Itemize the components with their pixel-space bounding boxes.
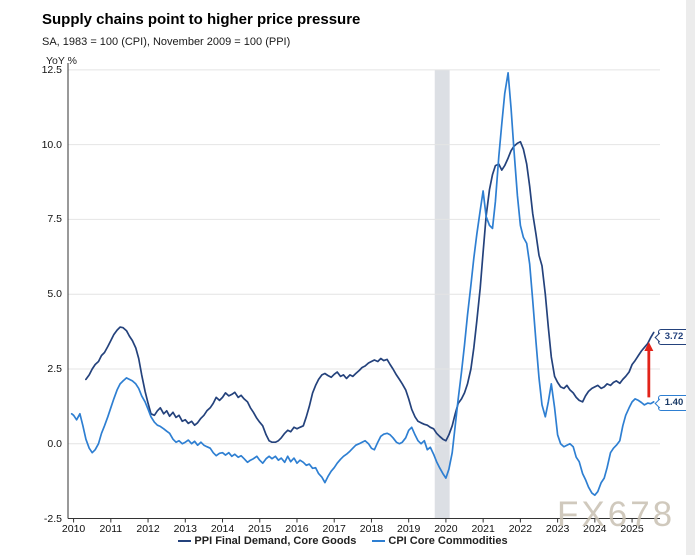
- x-tick-label: 2023: [545, 523, 570, 535]
- ppi-line-swatch: [178, 539, 192, 543]
- page-subtitle: SA, 1983 = 100 (CPI), November 2009 = 10…: [42, 36, 291, 48]
- legend: PPI Final Demand, Core Goods CPI Core Co…: [0, 535, 686, 547]
- up-arrow-head: [644, 342, 654, 352]
- ppi-series-line: [85, 140, 655, 444]
- x-tick-label: 2021: [471, 523, 495, 535]
- x-tick-label: 2011: [99, 523, 123, 535]
- y-tick-label: 2.5: [47, 362, 62, 375]
- y-tick-label: -2.5: [43, 512, 62, 525]
- y-tick-label: 0.0: [47, 437, 62, 450]
- legend-item-ppi: PPI Final Demand, Core Goods: [178, 535, 356, 547]
- x-tick-label: 2019: [396, 523, 421, 535]
- x-tick-label: 2020: [434, 523, 458, 535]
- ppi-end-value: 3.72: [664, 331, 684, 342]
- x-tick-label: 2018: [359, 523, 384, 535]
- legend-label-ppi: PPI Final Demand, Core Goods: [194, 535, 357, 547]
- cpi-value-callout: 1.40: [654, 395, 690, 411]
- x-tick-label: 2010: [61, 523, 86, 535]
- x-tick-label: 2013: [173, 523, 197, 535]
- y-axis-unit-label: YoY %: [46, 55, 77, 67]
- page-title: Supply chains point to higher price pres…: [42, 11, 361, 28]
- x-tick-label: 2024: [583, 523, 607, 535]
- y-tick-label: 12.5: [41, 63, 62, 76]
- x-tick-label: 2016: [285, 523, 309, 535]
- legend-label-cpi: CPI Core Commodities: [388, 535, 508, 547]
- cpi-end-value: 1.40: [664, 397, 684, 408]
- y-tick-label: 5.0: [47, 288, 62, 301]
- watermark: FX678: [557, 495, 676, 534]
- x-tick-label: 2014: [210, 523, 235, 535]
- y-tick-label: 7.5: [47, 213, 62, 226]
- x-tick-label: 2022: [508, 523, 533, 535]
- legend-item-cpi: CPI Core Commodities: [372, 535, 508, 547]
- y-tick-label: 10.0: [41, 138, 62, 151]
- cpi-series-line: [70, 72, 655, 497]
- cpi-line-swatch: [372, 539, 386, 543]
- x-tick-label: 2025: [620, 523, 644, 535]
- x-tick-label: 2017: [322, 523, 346, 535]
- x-tick-label: 2015: [248, 523, 272, 535]
- scrollbar-track[interactable]: [686, 0, 695, 555]
- x-tick-label: 2012: [136, 523, 160, 535]
